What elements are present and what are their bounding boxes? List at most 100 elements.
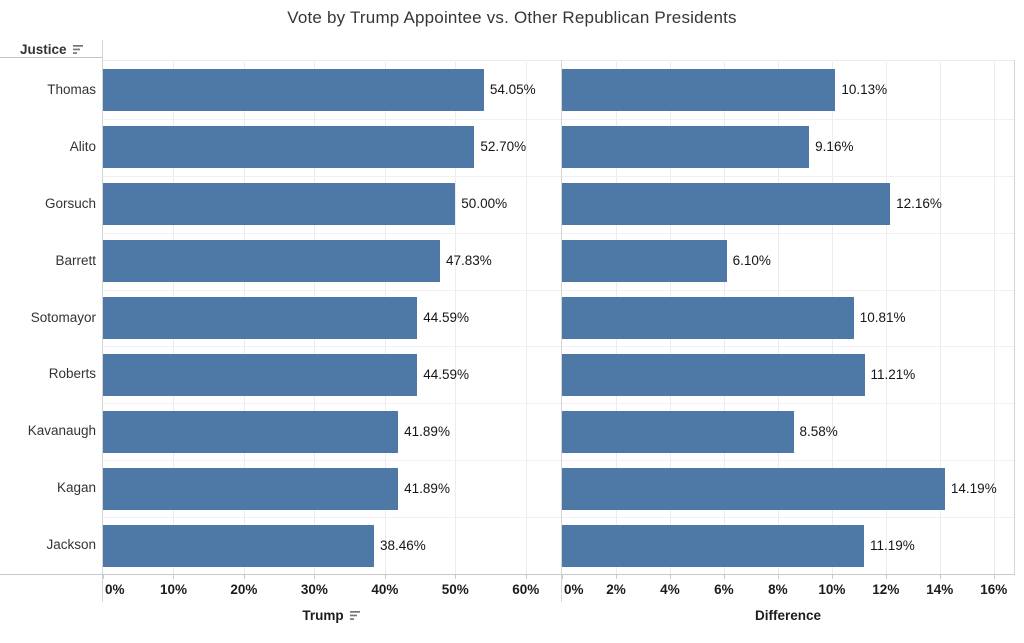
chart-title: Vote by Trump Appointee vs. Other Republ… — [287, 8, 737, 27]
row-divider — [103, 517, 561, 519]
tick-mark — [314, 574, 316, 579]
tick-mark — [455, 574, 457, 579]
bar-difference-gorsuch[interactable] — [562, 183, 891, 226]
value-label: 52.70% — [480, 139, 527, 155]
difference-panel: 10.13% 9.16% 12.16% 6.10% 10.81% 11.21% 8.58% 1… — [562, 62, 1014, 574]
row-label-kagan[interactable]: Kagan — [56, 480, 96, 496]
sort-descending-icon[interactable] — [349, 610, 362, 621]
panels-divider — [561, 60, 562, 602]
difference-axis: 0% 2% 4% 6% 8% 10% 12% 14% 16% — [562, 574, 1014, 604]
row-divider — [103, 403, 561, 405]
tick-label: 12% — [872, 582, 900, 597]
tick-label: 0% — [105, 582, 125, 597]
row-label-sotomayor[interactable]: Sotomayor — [30, 309, 96, 325]
gridline — [455, 62, 457, 574]
value-label: 50.00% — [461, 196, 508, 212]
justice-header-label: Justice — [20, 41, 67, 57]
bar-difference-alito[interactable] — [562, 126, 810, 169]
tick-label: 40% — [371, 582, 399, 597]
tick-mark — [993, 574, 995, 579]
sort-descending-icon[interactable] — [72, 44, 85, 55]
gridline — [525, 62, 527, 574]
tick-label: 8% — [768, 582, 788, 597]
tick-label: 30% — [300, 582, 328, 597]
tick-mark — [615, 574, 617, 579]
value-label: 38.46% — [379, 537, 426, 553]
value-label: 9.16% — [815, 139, 854, 155]
tick-mark — [831, 574, 833, 579]
value-label: 11.21% — [870, 366, 916, 382]
row-label-alito[interactable]: Alito — [69, 138, 96, 154]
tick-mark — [173, 574, 175, 579]
bar-difference-kagan[interactable] — [562, 467, 945, 510]
tick-label: 0% — [564, 582, 584, 597]
value-label: 12.16% — [896, 196, 942, 212]
row-label-gorsuch[interactable]: Gorsuch — [44, 195, 96, 211]
justice-column-header[interactable]: Justice — [20, 40, 85, 58]
bar-trump-thomas[interactable] — [103, 69, 484, 112]
row-label-jackson[interactable]: Jackson — [46, 537, 96, 553]
bar-difference-thomas[interactable] — [562, 69, 836, 112]
bar-trump-roberts[interactable] — [103, 353, 418, 396]
bar-difference-barrett[interactable] — [562, 240, 727, 283]
tick-label: 50% — [441, 582, 469, 597]
value-label: 10.13% — [841, 82, 888, 98]
header-underline — [0, 57, 102, 58]
tick-mark — [243, 574, 245, 579]
tick-label: 4% — [660, 582, 680, 597]
value-label: 44.59% — [423, 310, 469, 325]
value-label: 6.10% — [732, 253, 771, 269]
row-label-kavanaugh[interactable]: Kavanaugh — [27, 423, 96, 439]
bar-trump-kavanaugh[interactable] — [103, 410, 399, 453]
tick-mark — [885, 574, 887, 579]
tick-label: 60% — [512, 582, 540, 597]
row-divider — [562, 346, 1014, 348]
value-label: 14.19% — [950, 480, 997, 496]
tick-label: 14% — [926, 582, 954, 597]
value-label: 47.83% — [446, 253, 492, 269]
bar-difference-kavanaugh[interactable] — [562, 410, 794, 453]
bar-trump-sotomayor[interactable] — [103, 297, 418, 339]
row-divider — [562, 175, 1014, 177]
tick-mark — [939, 574, 941, 579]
row-divider — [103, 346, 561, 348]
row-divider — [562, 403, 1014, 405]
value-label: 41.89% — [404, 423, 450, 439]
justice-labels-column: Thomas Alito Gorsuch Barrett Sotomayor Robert… — [0, 62, 96, 574]
value-label: 8.58% — [799, 423, 838, 439]
tick-mark — [777, 574, 779, 579]
row-divider — [103, 118, 561, 120]
bar-difference-sotomayor[interactable] — [562, 297, 854, 339]
tick-label: 16% — [980, 582, 1008, 597]
bar-trump-kagan[interactable] — [103, 467, 399, 510]
labels-panel-divider — [102, 40, 103, 602]
row-divider — [562, 289, 1014, 291]
tick-mark — [525, 574, 527, 579]
axis-line — [0, 574, 1015, 575]
row-divider — [562, 118, 1014, 120]
row-label-roberts[interactable]: Roberts — [48, 366, 96, 382]
gridline — [885, 62, 887, 574]
row-label-barrett[interactable]: Barrett — [55, 252, 96, 268]
bar-trump-barrett[interactable] — [103, 240, 441, 283]
value-label: 54.05% — [489, 82, 536, 98]
row-divider — [103, 460, 561, 462]
bar-trump-jackson[interactable] — [103, 524, 374, 567]
bar-difference-roberts[interactable] — [562, 353, 865, 396]
trump-axis-title[interactable]: Trump — [103, 606, 561, 624]
difference-axis-title: Difference — [562, 606, 1014, 624]
row-label-thomas[interactable]: Thomas — [47, 82, 96, 97]
row-divider — [562, 517, 1014, 519]
panel-right-border — [1014, 60, 1015, 574]
bar-trump-alito[interactable] — [103, 126, 475, 169]
value-label: 41.89% — [404, 480, 450, 496]
tick-mark — [384, 574, 386, 579]
bar-difference-jackson[interactable] — [562, 524, 864, 567]
row-divider — [103, 289, 561, 291]
trump-axis: 0% 10% 20% 30% 40% 50% 60% — [103, 574, 561, 604]
row-divider — [103, 232, 561, 234]
tick-mark — [562, 574, 563, 579]
bar-trump-gorsuch[interactable] — [103, 183, 456, 226]
row-divider — [562, 232, 1014, 234]
